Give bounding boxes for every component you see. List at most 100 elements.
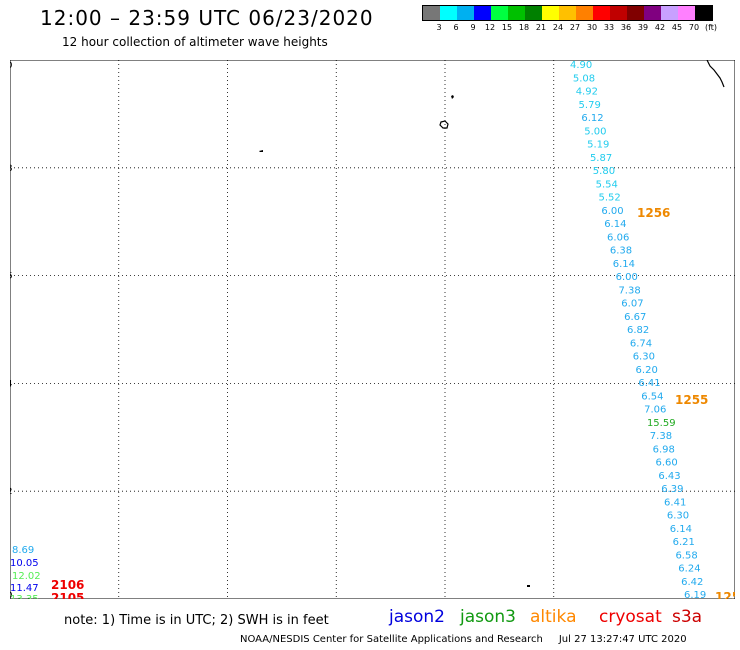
island-small-north (451, 95, 454, 99)
legend-altika: altika (530, 607, 577, 627)
wave-height-label: 6.00 (616, 272, 638, 283)
wave-height-label: 6.38 (610, 246, 632, 257)
lat-tick-label: 18 (10, 164, 13, 174)
colorbar-label: 18 (518, 23, 530, 32)
wave-height-label: 6.07 (621, 299, 643, 310)
wave-height-label: 5.19 (587, 140, 609, 151)
wave-height-label: 8.69 (12, 545, 34, 556)
colorbar-label: 3 (436, 23, 442, 32)
colorbar-label: 24 (552, 23, 564, 32)
wave-height-label: 5.52 (599, 193, 621, 204)
colorbar-swatches (422, 5, 713, 21)
wave-height-label: 5.08 (573, 73, 595, 84)
colorbar-label: (ft) (704, 23, 718, 32)
colorbar-label: 21 (535, 23, 547, 32)
wave-height-label: 6.54 (641, 391, 663, 402)
colorbar-label: 42 (654, 23, 666, 32)
pass-time-label: 2105 (51, 591, 84, 599)
pass-time-label: 1256 (637, 206, 670, 220)
wave-height-label: 6.30 (667, 511, 689, 522)
wave-height-label: 4.90 (570, 60, 592, 71)
wave-height-label: 5.00 (584, 126, 606, 137)
wave-height-label: 5.79 (579, 100, 601, 111)
lat-tick-label: 12 (10, 487, 12, 497)
wave-height-label: 6.82 (627, 325, 649, 336)
axis-ticks: -120-117-114-111-108-105-100201816141210 (10, 61, 13, 599)
colorbar-label: 12 (484, 23, 496, 32)
colorbar-swatch (423, 6, 440, 20)
wave-height-label: 6.21 (673, 537, 695, 548)
colorbar-label: 39 (637, 23, 649, 32)
pass-time-label: 2106 (51, 578, 84, 592)
wave-height-label: 6.43 (658, 471, 680, 482)
agency-credit: NOAA/NESDIS Center for Satellite Applica… (240, 634, 543, 645)
altimeter-map: -120-117-114-111-108-105-100201816141210… (10, 60, 735, 599)
lat-tick-label: 16 (10, 272, 13, 282)
wave-height-colorbar: 3 6 9 12 15 18 21 24 27 30 33 36 39 42 45 70 (ft) (422, 5, 717, 35)
wave-height-label: 6.67 (624, 312, 646, 323)
colorbar-label: 45 (671, 23, 683, 32)
wave-height-label: 6.06 (607, 232, 629, 243)
coastline-features (259, 60, 725, 587)
island-small-south (527, 585, 530, 587)
wave-height-label: 6.41 (664, 497, 686, 508)
colorbar-swatch (508, 6, 525, 20)
legend-jason2: jason2 (389, 607, 445, 627)
colorbar-swatch (542, 6, 559, 20)
colorbar-swatch (610, 6, 627, 20)
lat-tick-label: 14 (10, 379, 13, 389)
wave-height-label: 6.42 (681, 577, 703, 588)
legend-cryosat: cryosat (599, 607, 662, 627)
wave-height-label: 6.60 (656, 458, 678, 469)
wave-height-labels: 4.90 5.08 4.92 5.79 6.12 5.00 5.19 5.87 5.80 5.54… (10, 60, 735, 599)
legend-jason3: jason3 (460, 607, 516, 627)
colorbar-label: 33 (603, 23, 615, 32)
wave-height-label: 6.30 (633, 352, 655, 363)
wave-height-label: 6.12 (581, 113, 603, 124)
credits-footer: NOAA/NESDIS Center for Satellite Applica… (240, 634, 687, 645)
wave-height-label: 11.47 (10, 583, 39, 594)
wave-height-label: 12.02 (12, 571, 41, 582)
colorbar-swatch (678, 6, 695, 20)
generated-timestamp: Jul 27 13:27:47 UTC 2020 (558, 634, 687, 645)
wave-height-label: 6.41 (638, 378, 660, 389)
colorbar-swatch (695, 6, 712, 20)
wave-height-label: 5.87 (590, 153, 612, 164)
colorbar-swatch (440, 6, 457, 20)
wave-height-label: 5.80 (593, 166, 615, 177)
map-border (10, 60, 735, 599)
wave-height-label: 7.06 (644, 405, 666, 416)
colorbar-swatch (627, 6, 644, 20)
wave-height-label: 6.24 (678, 564, 700, 575)
pass-time-label: 125 (715, 590, 735, 599)
wave-height-label: 6.00 (601, 206, 623, 217)
wave-height-label: 6.98 (653, 444, 675, 455)
wave-height-label: 7.38 (618, 285, 640, 296)
pass-time-label: 1255 (675, 393, 708, 407)
wave-height-label: 6.20 (636, 365, 658, 376)
wave-height-label: 13.35 (10, 594, 39, 599)
colorbar-label: 27 (569, 23, 581, 32)
colorbar-swatch (457, 6, 474, 20)
island-socorro (439, 120, 449, 129)
wave-height-label: 6.19 (684, 590, 706, 599)
colorbar-swatch (474, 6, 491, 20)
colorbar-swatch (593, 6, 610, 20)
wave-height-label: 6.58 (675, 550, 697, 561)
legend-s3a: s3a (672, 607, 703, 627)
colorbar-swatch (661, 6, 678, 20)
colorbar-label: 36 (620, 23, 632, 32)
colorbar-swatch (644, 6, 661, 20)
lat-tick-label: 20 (10, 61, 13, 71)
wave-height-label: 7.38 (650, 431, 672, 442)
colorbar-swatch (491, 6, 508, 20)
wave-height-label: 10.05 (10, 558, 39, 569)
map-title: 12:00 – 23:59 UTC 06/23/2020 (40, 6, 374, 30)
wave-height-label: 15.59 (647, 418, 676, 429)
wave-height-label: 5.54 (596, 179, 618, 190)
colorbar-labels: 3 6 9 12 15 18 21 24 27 30 33 36 39 42 45 70 (ft) (422, 23, 717, 35)
island-clarion (259, 150, 263, 152)
lat-tick-label: 10 (10, 591, 13, 599)
colorbar-label: 70 (688, 23, 700, 32)
colorbar-label: 30 (586, 23, 598, 32)
